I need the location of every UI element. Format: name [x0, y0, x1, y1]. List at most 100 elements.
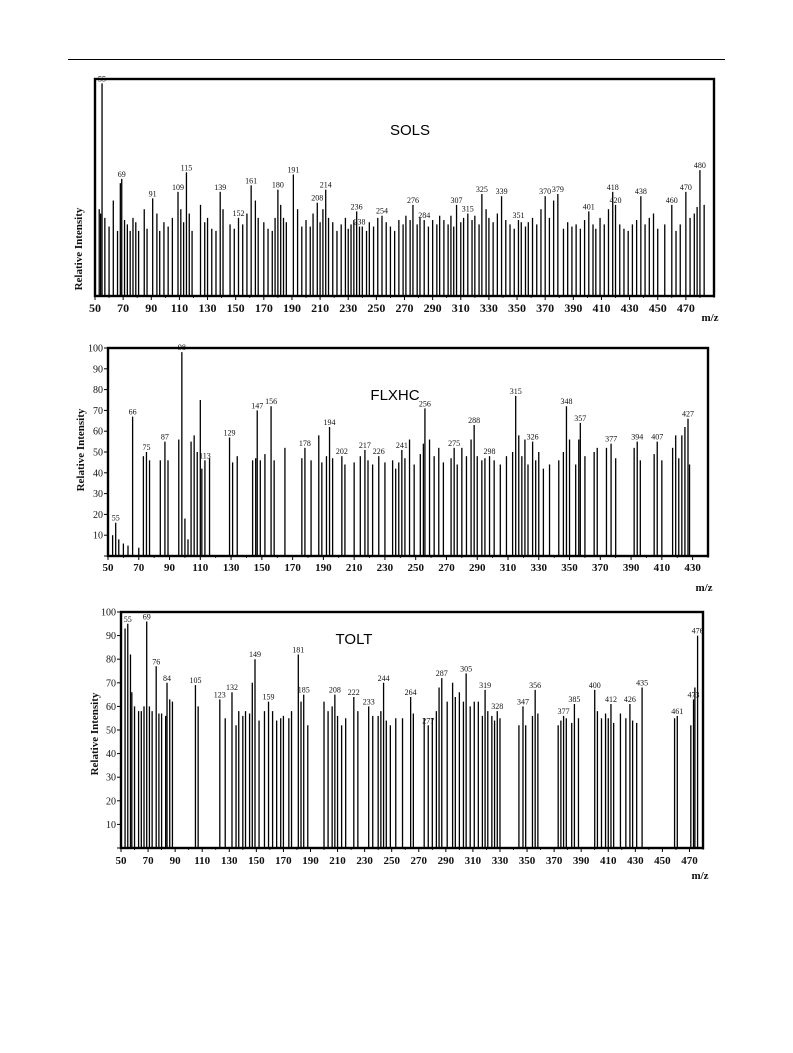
y-axis-label: Relative Intensity: [75, 408, 87, 491]
x-tick-label: 350: [561, 562, 578, 574]
peak-label: 105: [189, 676, 201, 685]
y-tick-label: 40: [106, 749, 116, 760]
peak-label: 370: [539, 187, 551, 196]
peak-label: 208: [329, 686, 341, 695]
x-tick-label: 50: [116, 855, 128, 867]
y-tick-label: 10: [93, 531, 103, 542]
plot-frame: [106, 346, 710, 558]
chart-title: FLXHC: [370, 387, 419, 404]
x-tick-label: 230: [356, 855, 373, 867]
peak-label: 180: [272, 181, 284, 190]
peak-label: 401: [583, 202, 595, 211]
x-tick-label: 270: [411, 855, 428, 867]
peak-label: 461: [671, 707, 683, 716]
peak-label: 178: [299, 439, 311, 448]
peak-label: 123: [214, 690, 226, 699]
x-axis-label: m/z: [695, 582, 712, 594]
x-tick-label: 170: [284, 562, 301, 574]
x-tick-label: 70: [143, 855, 155, 867]
x-tick-label: 130: [199, 301, 217, 315]
y-tick-label: 100: [101, 608, 116, 619]
x-tick-label: 170: [275, 855, 292, 867]
peak-label: 348: [560, 397, 572, 406]
y-tick-label: 20: [93, 510, 103, 521]
x-tick-label: 310: [500, 562, 517, 574]
peak-label: 356: [529, 681, 541, 690]
peak-label: 420: [610, 196, 622, 205]
x-tick-label: 250: [367, 301, 385, 315]
peak-label: 254: [376, 207, 388, 216]
peak-label: 233: [363, 697, 375, 706]
peak-label: 214: [320, 181, 332, 190]
peak-label: 202: [336, 447, 348, 456]
x-tick-label: 210: [346, 562, 363, 574]
peak-label: 394: [631, 433, 643, 442]
spectrum-chart-flxhc: Relative Intensity FLXHC m/z 55667587981…: [75, 343, 713, 594]
peak-label: 66: [129, 408, 137, 417]
x-tick-label: 330: [531, 562, 548, 574]
peak-label: 132: [226, 683, 238, 692]
peak-label: 222: [348, 688, 360, 697]
peak-label: 298: [484, 447, 496, 456]
x-tick-label: 350: [519, 855, 536, 867]
peak-label: 315: [462, 205, 474, 214]
x-tick-label: 170: [255, 301, 273, 315]
x-tick-label: 130: [223, 562, 240, 574]
spectrum-chart-sols: Relative Intensity SOLS m/z 556991109115…: [73, 74, 719, 324]
y-tick-label: 70: [93, 406, 103, 417]
spectrum-panel-tolt: Relative Intensity TOLT m/z 55 69 76 84 105 1…: [68, 604, 728, 890]
peak-label: 412: [605, 695, 617, 704]
y-tick-label: 10: [106, 820, 116, 831]
peak-label: 407: [651, 433, 663, 442]
x-tick-label: 370: [592, 562, 609, 574]
peak-label: 76: [152, 657, 160, 666]
peak-label: 238: [353, 218, 365, 227]
peak-label: 276: [407, 196, 419, 205]
peak-label: 185: [298, 686, 310, 695]
x-tick-label: 290: [438, 855, 455, 867]
peak-label: 161: [245, 176, 257, 185]
x-tick-label: 470: [681, 855, 698, 867]
x-tick-label: 270: [396, 301, 414, 315]
peak-label: 244: [378, 674, 390, 683]
peak-label: 109: [172, 183, 184, 192]
peak-label: 351: [512, 211, 524, 220]
x-tick-label: 310: [452, 301, 470, 315]
peak-label: 377: [558, 707, 570, 716]
peak-label: 256: [419, 399, 431, 408]
peak-label: 319: [479, 681, 491, 690]
x-tick-label: 190: [283, 301, 301, 315]
peak-label: 288: [468, 416, 480, 425]
peak-label: 241: [396, 441, 408, 450]
x-tick-label: 150: [227, 301, 245, 315]
peak-label: 129: [224, 428, 236, 437]
x-tick-label: 90: [164, 562, 176, 574]
peak-label: 139: [214, 183, 226, 192]
peak-label: 476: [692, 627, 704, 636]
y-tick-label: 60: [93, 427, 103, 438]
y-tick-label: 30: [93, 489, 103, 500]
y-tick-label: 50: [106, 726, 116, 737]
x-tick-label: 130: [221, 855, 238, 867]
peak-label: 217: [359, 441, 371, 450]
peak-label: 315: [510, 387, 522, 396]
peak-label: 460: [666, 196, 678, 205]
peak-label: 325: [476, 185, 488, 194]
x-tick-label: 230: [339, 301, 357, 315]
x-tick-label: 470: [677, 301, 695, 315]
peak-label: 236: [351, 202, 363, 211]
x-tick-label: 110: [171, 301, 188, 315]
y-tick-label: 50: [93, 448, 103, 459]
peak-label: 264: [405, 688, 417, 697]
spectrum-panel-flxhc: Relative Intensity FLXHC m/z 55 66 75 87 98 1…: [68, 340, 728, 604]
x-tick-label: 110: [194, 855, 210, 867]
y-tick-label: 80: [106, 655, 116, 666]
peak-label: 339: [496, 187, 508, 196]
y-tick-label: 20: [106, 796, 116, 807]
x-tick-label: 430: [621, 301, 639, 315]
x-tick-label: 250: [383, 855, 400, 867]
peak-label: 377: [605, 435, 617, 444]
page-top-rule: [68, 59, 725, 60]
x-tick-label: 310: [465, 855, 482, 867]
